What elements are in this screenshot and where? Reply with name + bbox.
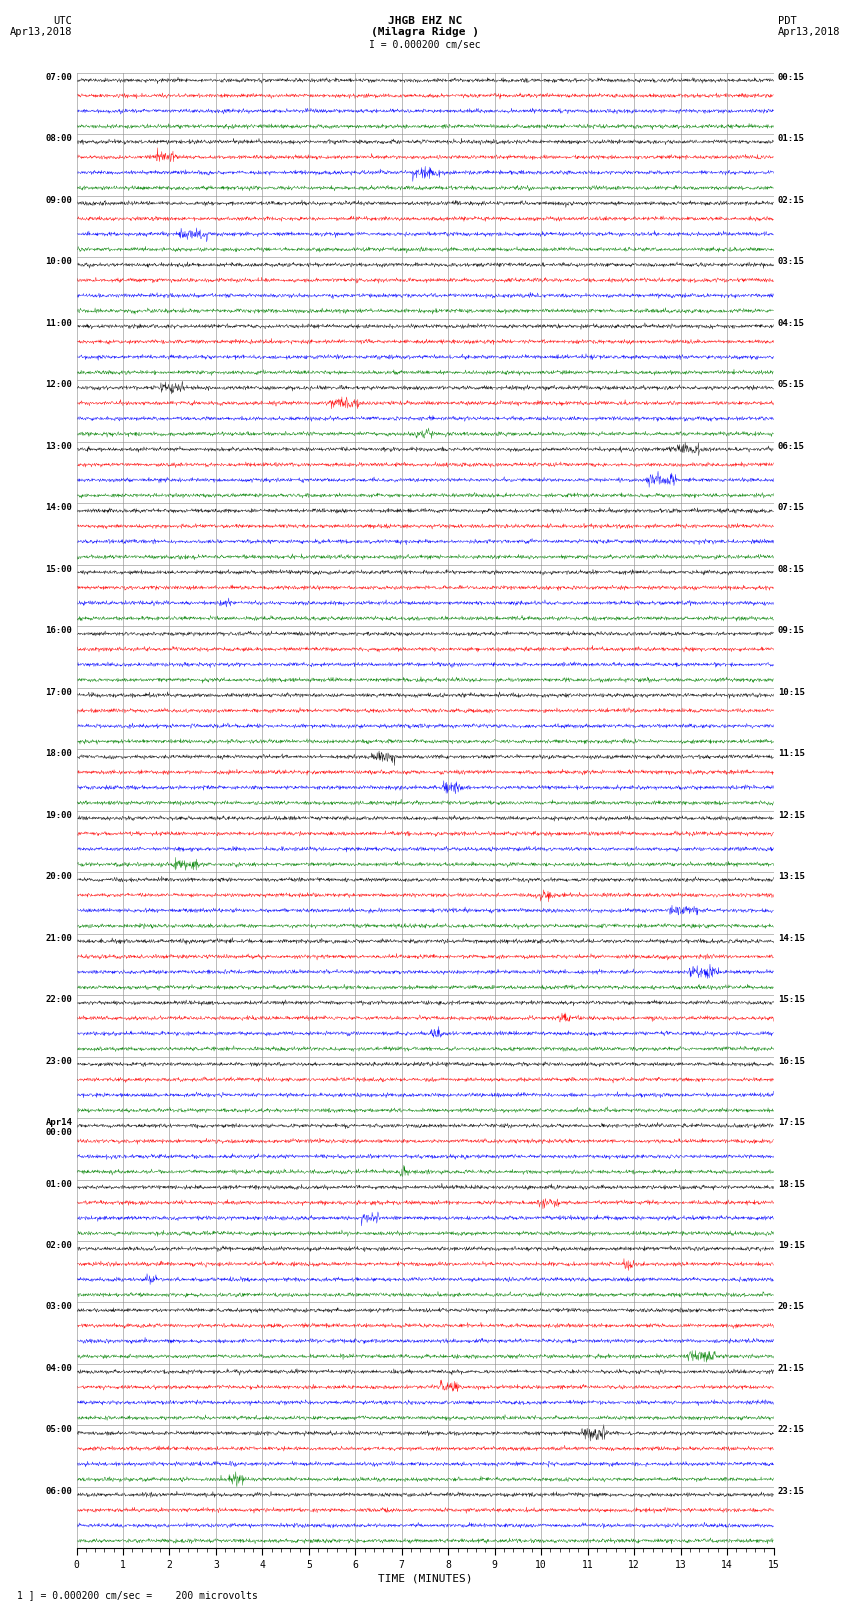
Text: 02:15: 02:15 bbox=[778, 195, 805, 205]
Text: 1 ] = 0.000200 cm/sec =    200 microvolts: 1 ] = 0.000200 cm/sec = 200 microvolts bbox=[17, 1590, 258, 1600]
Text: 12:15: 12:15 bbox=[778, 811, 805, 819]
Text: 08:15: 08:15 bbox=[778, 565, 805, 574]
Text: 04:00: 04:00 bbox=[45, 1365, 72, 1373]
Text: 15:15: 15:15 bbox=[778, 995, 805, 1003]
Text: UTC: UTC bbox=[54, 16, 72, 26]
Text: 11:00: 11:00 bbox=[45, 319, 72, 327]
Text: 19:15: 19:15 bbox=[778, 1240, 805, 1250]
Text: 20:00: 20:00 bbox=[45, 873, 72, 881]
Text: 07:00: 07:00 bbox=[45, 73, 72, 82]
Text: 06:15: 06:15 bbox=[778, 442, 805, 450]
Text: Apr13,2018: Apr13,2018 bbox=[778, 27, 841, 37]
Text: 03:00: 03:00 bbox=[45, 1303, 72, 1311]
Text: 22:15: 22:15 bbox=[778, 1426, 805, 1434]
Text: 21:15: 21:15 bbox=[778, 1365, 805, 1373]
Text: 16:15: 16:15 bbox=[778, 1057, 805, 1066]
Text: 05:15: 05:15 bbox=[778, 381, 805, 389]
Text: 23:00: 23:00 bbox=[45, 1057, 72, 1066]
X-axis label: TIME (MINUTES): TIME (MINUTES) bbox=[377, 1573, 473, 1582]
Text: JHGB EHZ NC: JHGB EHZ NC bbox=[388, 16, 462, 26]
Text: 20:15: 20:15 bbox=[778, 1303, 805, 1311]
Text: 15:00: 15:00 bbox=[45, 565, 72, 574]
Text: I = 0.000200 cm/sec: I = 0.000200 cm/sec bbox=[369, 40, 481, 50]
Text: (Milagra Ridge ): (Milagra Ridge ) bbox=[371, 27, 479, 37]
Text: Apr14
00:00: Apr14 00:00 bbox=[45, 1118, 72, 1137]
Text: 17:00: 17:00 bbox=[45, 687, 72, 697]
Text: 01:15: 01:15 bbox=[778, 134, 805, 144]
Text: 18:15: 18:15 bbox=[778, 1179, 805, 1189]
Text: 13:15: 13:15 bbox=[778, 873, 805, 881]
Text: 06:00: 06:00 bbox=[45, 1487, 72, 1495]
Text: 10:00: 10:00 bbox=[45, 256, 72, 266]
Text: 22:00: 22:00 bbox=[45, 995, 72, 1003]
Text: 16:00: 16:00 bbox=[45, 626, 72, 636]
Text: 13:00: 13:00 bbox=[45, 442, 72, 450]
Text: PDT: PDT bbox=[778, 16, 796, 26]
Text: 04:15: 04:15 bbox=[778, 319, 805, 327]
Text: 12:00: 12:00 bbox=[45, 381, 72, 389]
Text: 18:00: 18:00 bbox=[45, 748, 72, 758]
Text: 05:00: 05:00 bbox=[45, 1426, 72, 1434]
Text: 14:00: 14:00 bbox=[45, 503, 72, 511]
Text: 17:15: 17:15 bbox=[778, 1118, 805, 1127]
Text: Apr13,2018: Apr13,2018 bbox=[9, 27, 72, 37]
Text: 07:15: 07:15 bbox=[778, 503, 805, 511]
Text: 21:00: 21:00 bbox=[45, 934, 72, 942]
Text: 14:15: 14:15 bbox=[778, 934, 805, 942]
Text: 11:15: 11:15 bbox=[778, 748, 805, 758]
Text: 02:00: 02:00 bbox=[45, 1240, 72, 1250]
Text: 08:00: 08:00 bbox=[45, 134, 72, 144]
Text: 19:00: 19:00 bbox=[45, 811, 72, 819]
Text: 10:15: 10:15 bbox=[778, 687, 805, 697]
Text: 09:15: 09:15 bbox=[778, 626, 805, 636]
Text: 01:00: 01:00 bbox=[45, 1179, 72, 1189]
Text: 00:15: 00:15 bbox=[778, 73, 805, 82]
Text: 09:00: 09:00 bbox=[45, 195, 72, 205]
Text: 23:15: 23:15 bbox=[778, 1487, 805, 1495]
Text: 03:15: 03:15 bbox=[778, 256, 805, 266]
